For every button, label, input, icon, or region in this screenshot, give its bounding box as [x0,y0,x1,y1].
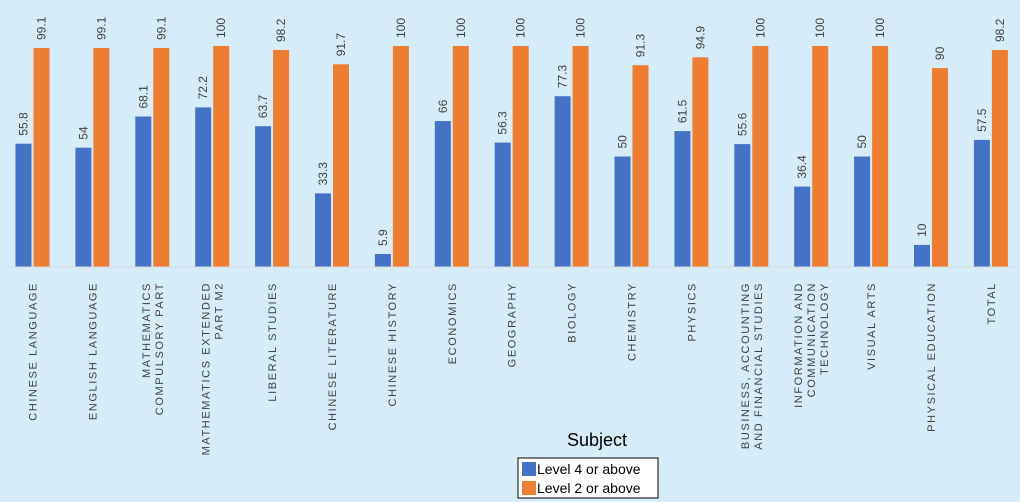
bar-level-2-english-language [93,48,110,267]
category-label-information-and-communication-technology: INFORMATION ANDCOMMUNICATIONTECHNOLOGY [793,282,831,408]
bar-level-4-economics [434,121,451,267]
value-label-level-4-english-language: 54 [76,126,90,140]
bar-level-2-biology [572,46,589,267]
bar-level-2-physics [692,57,709,267]
bar-level-4-english-language [75,147,92,267]
value-label-level-2-information-and-communication-technology: 100 [813,18,827,38]
bar-level-4-chinese-literature [315,193,331,267]
bar-level-4-business-accounting-and-financial-studies [734,144,751,267]
category-label-business-accounting-and-financial-studies: BUSINESS, ACCOUNTINGAND FINANCIAL STUDIE… [740,282,765,450]
bar-level-2-chinese-history [392,46,409,267]
category-label-total: TOTAL [986,282,998,324]
value-label-level-4-physical-education: 10 [915,223,929,237]
value-label-level-2-physics: 94.9 [693,26,707,50]
category-label-biology: BIOLOGY [567,282,579,343]
bar-level-4-chemistry [614,156,631,267]
bar-level-4-geography [494,142,511,267]
bar-level-4-biology [554,96,571,267]
category-label-mathematics-extended-part-m2: MATHEMATICS EXTENDEDPART M2 [201,282,226,455]
value-label-level-4-mathematics-extended-part-m2: 72.2 [196,76,210,100]
value-label-level-2-mathematics-extended-part-m2: 100 [214,18,228,38]
category-label-mathematics-compulsory-part: MATHEMATICSCOMPULSORY PART [141,282,166,415]
bar-level-4-physical-education [914,244,930,267]
value-label-level-4-visual-arts: 50 [855,135,869,149]
bar-level-4-mathematics-compulsory-part [135,116,152,267]
value-label-level-2-english-language: 99.1 [94,16,108,40]
value-label-level-4-liberal-studies: 63.7 [256,95,270,119]
category-label-geography: GEOGRAPHY [507,282,519,367]
bar-level-4-total [973,139,990,267]
category-label-visual-arts: VISUAL ARTS [866,282,878,370]
bar-level-2-mathematics-extended-part-m2 [213,46,230,267]
bar-level-4-chinese-history [374,254,391,267]
legend-box [517,457,659,499]
value-label-level-2-liberal-studies: 98.2 [274,18,288,42]
value-label-level-2-physical-education: 90 [933,46,947,60]
value-label-level-4-information-and-communication-technology: 36.4 [795,155,809,179]
category-label-chinese-literature: CHINESE LITERATURE [327,282,339,430]
category-label-chinese-language: CHINESE LANGUAGE [28,282,40,421]
value-label-level-4-business-accounting-and-financial-studies: 55.6 [735,112,749,136]
bar-level-2-mathematics-compulsory-part [153,48,170,267]
category-label-liberal-studies: LIBERAL STUDIES [267,282,279,402]
value-label-level-2-business-accounting-and-financial-studies: 100 [753,18,767,38]
value-label-level-2-total: 98.2 [993,18,1007,42]
bar-level-4-chinese-language [15,143,32,267]
bar-level-4-visual-arts [854,156,871,267]
category-label-chinese-history: CHINESE HISTORY [387,282,399,406]
bar-level-2-total [991,50,1008,267]
value-label-level-2-geography: 100 [514,18,528,38]
value-label-level-4-total: 57.5 [975,108,989,132]
category-labels-layer: CHINESE LANGUAGE ENGLISH LANGUAGE MATHEMAT… [28,282,998,455]
bar-level-4-physics [674,131,691,267]
bar-level-2-business-accounting-and-financial-studies [752,46,769,267]
value-label-level-4-biology: 77.3 [556,65,570,89]
bar-level-2-chinese-literature [333,64,349,267]
value-label-level-4-chinese-language: 55.8 [17,112,31,136]
value-label-level-2-chinese-language: 99.1 [35,16,49,40]
bar-level-2-economics [452,46,469,267]
bar-level-4-information-and-communication-technology [794,186,811,267]
bar-level-2-chemistry [632,65,649,267]
legend-swatch-level-2 [522,481,536,495]
value-label-level-2-biology: 100 [574,18,588,38]
value-label-level-2-chemistry: 91.3 [634,34,648,58]
category-label-economics: ECONOMICS [447,282,459,364]
value-label-level-4-chinese-history: 5.9 [376,229,390,246]
category-label-physical-education: PHYSICAL EDUCATION [926,282,938,432]
value-label-level-4-geography: 56.3 [496,111,510,135]
legend-label-level-4: Level 4 or above [537,461,641,477]
bar-level-2-geography [512,46,529,267]
value-label-level-4-physics: 61.5 [675,99,689,123]
category-label-english-language: ENGLISH LANGUAGE [87,282,99,420]
value-label-level-4-chemistry: 50 [616,135,630,149]
value-label-level-2-chinese-literature: 91.7 [334,33,348,57]
bar-level-4-mathematics-extended-part-m2 [195,107,212,268]
value-label-level-2-visual-arts: 100 [873,18,887,38]
bar-level-2-chinese-language [33,48,50,267]
x-axis-title: Subject [567,430,627,450]
legend: Level 4 or above Level 2 or above [517,457,659,499]
value-label-level-4-chinese-literature: 33.3 [316,162,330,186]
bar-level-2-visual-arts [872,46,889,267]
value-label-level-2-chinese-history: 100 [394,18,408,38]
bar-level-2-information-and-communication-technology [812,46,829,267]
value-label-level-4-mathematics-compulsory-part: 68.1 [136,85,150,109]
value-label-level-2-mathematics-compulsory-part: 99.1 [154,16,168,40]
legend-label-level-2: Level 2 or above [537,480,641,496]
bars-layer [15,46,1008,268]
value-label-level-2-economics: 100 [454,18,468,38]
value-label-level-4-economics: 66 [436,99,450,113]
bar-level-2-liberal-studies [273,50,290,267]
category-label-physics: PHYSICS [686,282,698,342]
bar-level-4-liberal-studies [255,126,272,267]
legend-swatch-level-4 [522,462,536,476]
category-label-chemistry: CHEMISTRY [627,282,639,361]
bar-level-2-physical-education [932,68,948,267]
value-labels-layer: 55.8 99.1 54 99.1 68.1 99.1 72.2 100 63.7 98.2 33.… [17,16,1007,246]
